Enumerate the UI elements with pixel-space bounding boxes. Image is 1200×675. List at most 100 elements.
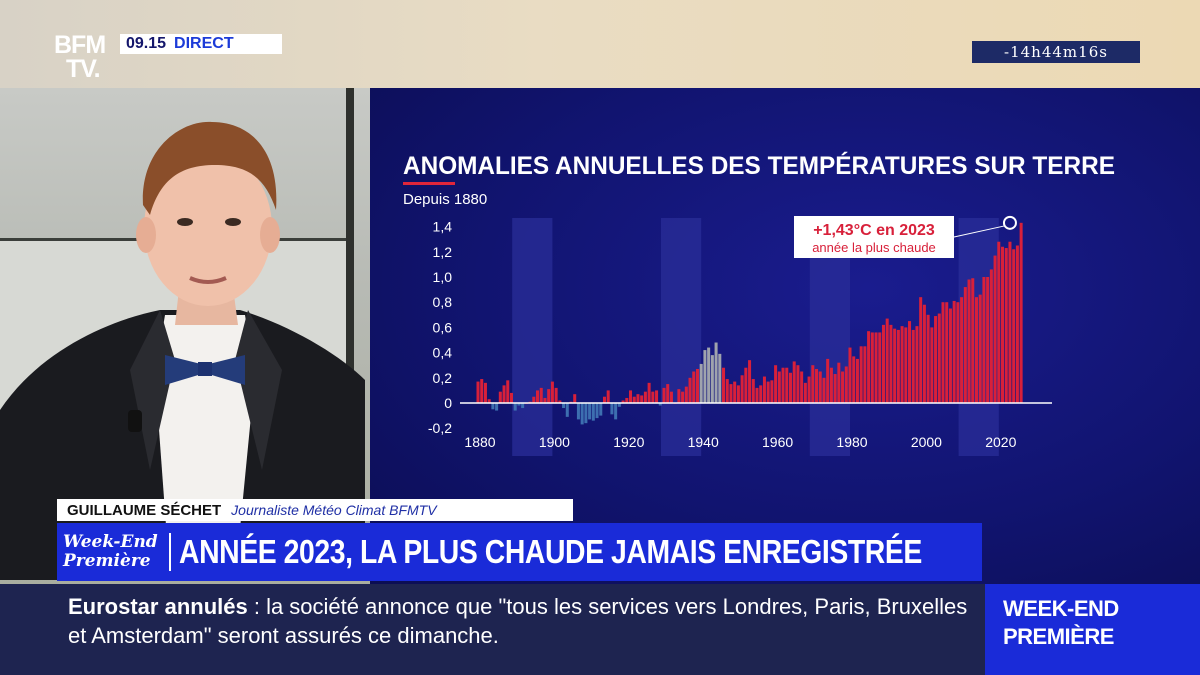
bar-year-1989 xyxy=(881,324,885,403)
bar-year-2021 xyxy=(1001,246,1005,403)
bar-year-2024 xyxy=(1012,249,1016,403)
bar-year-1913 xyxy=(599,403,603,416)
bar-year-1919 xyxy=(621,400,625,403)
bar-year-1936 xyxy=(684,386,688,403)
bar-year-1984 xyxy=(863,346,867,403)
x-tick-label: 2000 xyxy=(911,434,942,450)
bar-year-1957 xyxy=(762,376,766,403)
bar-year-1993 xyxy=(896,329,900,403)
bar-year-1969 xyxy=(807,376,811,403)
bar-year-1948 xyxy=(729,384,733,403)
bar-year-1914 xyxy=(602,396,606,403)
presenter-ear-left xyxy=(136,217,156,253)
annotation-value: +1,43°C en 2023 xyxy=(813,222,935,239)
bar-year-1999 xyxy=(919,297,923,403)
headline-bar: Week-End Première ANNÉE 2023, LA PLUS CH… xyxy=(57,523,982,581)
bar-year-2010 xyxy=(960,297,964,403)
ticker-lead: Eurostar annulés xyxy=(68,594,248,619)
bar-year-1960 xyxy=(774,365,778,403)
bar-year-1977 xyxy=(837,362,841,403)
bar-year-1932 xyxy=(669,391,673,403)
bar-year-1885 xyxy=(495,403,499,411)
bar-year-1898 xyxy=(543,397,547,403)
bar-year-1941 xyxy=(703,350,707,403)
bar-year-2022 xyxy=(1004,248,1008,403)
bar-year-1945 xyxy=(718,353,722,403)
bar-year-1937 xyxy=(688,377,692,403)
bar-year-1954 xyxy=(751,379,755,403)
bar-year-1927 xyxy=(651,391,655,403)
bar-year-1966 xyxy=(796,365,800,403)
bar-year-1896 xyxy=(536,390,540,403)
y-tick-label: 0,2 xyxy=(433,370,453,386)
bar-year-2012 xyxy=(967,279,971,403)
bar-year-1884 xyxy=(491,403,495,410)
ticker-text: Eurostar annulés : la société annonce qu… xyxy=(68,592,978,650)
news-ticker: Eurostar annulés : la société annonce qu… xyxy=(0,584,985,675)
chart-title: ANOMALIES ANNUELLES DES TEMPÉRATURES SUR… xyxy=(403,151,1115,180)
chart-screen: ANOMALIES ANNUELLES DES TEMPÉRATURES SUR… xyxy=(370,88,1200,588)
bar-year-2018 xyxy=(989,269,993,403)
bar-year-2011 xyxy=(963,287,967,403)
countdown-clock: -14h44m16s xyxy=(972,41,1140,63)
bar-year-1965 xyxy=(792,361,796,403)
presenter-bowtie-knot xyxy=(198,362,212,376)
ticker-separator: : xyxy=(247,594,267,619)
bar-year-2004 xyxy=(937,313,941,403)
chart-title-underline xyxy=(403,182,455,185)
chart-subtitle: Depuis 1880 xyxy=(403,191,487,208)
bar-year-1968 xyxy=(803,382,807,403)
show-logo: Week-End Première xyxy=(57,523,169,581)
bar-year-1990 xyxy=(885,318,889,403)
bar-year-1998 xyxy=(915,326,919,403)
bar-year-1994 xyxy=(900,326,904,403)
bar-year-1900 xyxy=(550,381,554,403)
presenter-hair xyxy=(142,121,277,215)
bar-year-1972 xyxy=(818,371,822,403)
bar-year-2015 xyxy=(978,294,982,403)
bar-year-2013 xyxy=(971,278,975,403)
temperature-anomaly-chart: ANOMALIES ANNUELLES DES TEMPÉRATURES SUR… xyxy=(403,151,1115,456)
bar-year-1890 xyxy=(513,403,517,411)
bar-year-1897 xyxy=(539,387,543,403)
bar-year-2025 xyxy=(1015,245,1019,403)
bar-year-1942 xyxy=(707,347,711,403)
bar-year-1889 xyxy=(509,392,513,403)
bar-year-1946 xyxy=(722,367,726,403)
bar-year-1983 xyxy=(859,346,863,403)
bar-year-1991 xyxy=(889,324,893,403)
bar-year-1956 xyxy=(759,385,763,403)
bar-year-1882 xyxy=(483,382,487,403)
bar-year-2019 xyxy=(993,255,997,403)
y-tick-label: 0,6 xyxy=(433,319,453,335)
bar-year-1928 xyxy=(655,390,659,403)
bar-year-1888 xyxy=(506,380,510,403)
bar-year-1979 xyxy=(844,366,848,403)
bar-year-1944 xyxy=(714,342,718,403)
live-indicator: 09.15 DIRECT xyxy=(120,34,282,54)
bar-year-1887 xyxy=(502,385,506,403)
presenter-name: GUILLAUME SÉCHET xyxy=(67,501,222,519)
bar-year-1947 xyxy=(725,379,729,403)
bar-year-1949 xyxy=(733,381,737,403)
bar-year-1925 xyxy=(643,391,647,403)
bar-year-1992 xyxy=(893,328,897,403)
bar-year-1907 xyxy=(576,403,580,420)
presenter-ear-right xyxy=(260,217,280,253)
bar-year-2016 xyxy=(982,277,986,403)
presenter-mouth xyxy=(189,276,227,284)
bar-year-1953 xyxy=(748,360,752,403)
bar-year-1975 xyxy=(829,367,833,403)
presenter-lapel-right xyxy=(235,310,282,470)
bar-year-1958 xyxy=(766,381,770,403)
bar-year-1967 xyxy=(800,371,804,403)
presenter-name-bar: GUILLAUME SÉCHET Journaliste Météo Clima… xyxy=(57,499,573,521)
bar-year-1964 xyxy=(788,372,792,403)
bar-year-2000 xyxy=(922,304,926,403)
bar-year-1978 xyxy=(841,371,845,403)
bar-year-1906 xyxy=(573,394,577,403)
bar-year-1943 xyxy=(710,355,714,403)
bar-year-1961 xyxy=(777,371,781,403)
bar-year-1883 xyxy=(487,399,491,403)
bar-year-1939 xyxy=(695,368,699,403)
